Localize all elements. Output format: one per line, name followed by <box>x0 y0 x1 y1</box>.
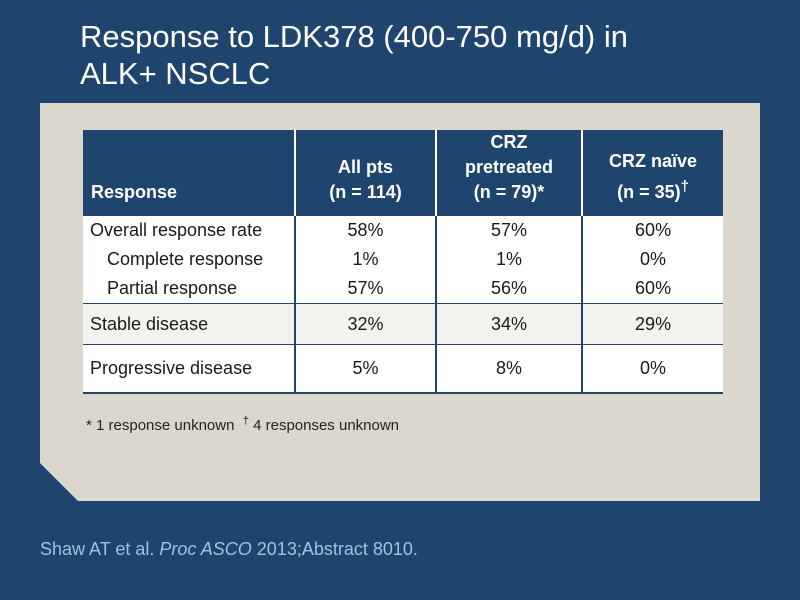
cell-pr-all: 57% <box>347 278 384 298</box>
label-partial-response: Partial response <box>107 278 238 298</box>
header-all-pts: All pts (n = 114) <box>295 130 436 216</box>
label-complete-response: Complete response <box>107 249 264 269</box>
cell-pr-pre: 56% <box>490 278 528 298</box>
row-labels: Overall response rate Complete response … <box>83 216 295 304</box>
cell-pd-naive: 0% <box>582 345 723 393</box>
response-table: Response All pts (n = 114) CRZ pretreate… <box>83 130 723 394</box>
table-row-stable-disease: Stable disease 32% 34% 29% <box>83 304 723 345</box>
cell-sd-pre: 34% <box>436 304 582 345</box>
content-panel: Response All pts (n = 114) CRZ pretreate… <box>40 103 760 501</box>
title-line-2: ALK+ NSCLC <box>80 56 271 91</box>
cell-sd-naive: 29% <box>582 304 723 345</box>
label-progressive-disease: Progressive disease <box>83 345 295 393</box>
footnote-text-2: 4 responses unknown <box>253 417 400 434</box>
cell-pd-all: 5% <box>295 345 436 393</box>
footnote-text-1: 1 response unknown <box>96 417 235 434</box>
cells-all-pts: 58% 1% 57% <box>295 216 436 304</box>
cell-orr-all: 58% <box>347 220 384 240</box>
cells-crz-naive: 60% 0% 60% <box>582 216 723 304</box>
header-response: Response <box>83 130 295 216</box>
footnotes: * 1 response unknown † 4 responses unkno… <box>86 415 399 434</box>
header-crz-pretreated: CRZ pretreated (n = 79)* <box>436 130 582 216</box>
citation-authors: Shaw AT et al. <box>40 539 155 559</box>
citation-journal: Proc ASCO <box>159 539 252 559</box>
cell-cr-naive: 0% <box>640 249 667 269</box>
table-header-row: Response All pts (n = 114) CRZ pretreate… <box>83 130 723 216</box>
cell-sd-all: 32% <box>295 304 436 345</box>
cell-cr-pre: 1% <box>495 249 522 269</box>
footnote-mark-2: † <box>242 415 249 427</box>
citation-rest: 2013;Abstract 8010. <box>256 539 418 559</box>
cells-crz-pretreated: 57% 1% 56% <box>436 216 582 304</box>
label-overall-response-rate: Overall response rate <box>90 220 263 240</box>
table-row-response-group: Overall response rate Complete response … <box>83 216 723 304</box>
cell-orr-naive: 60% <box>635 220 672 240</box>
table-row-progressive-disease: Progressive disease 5% 8% 0% <box>83 345 723 393</box>
cell-pr-naive: 60% <box>635 278 672 298</box>
header-crz-naive: CRZ naïve (n = 35)† <box>582 130 723 216</box>
cell-cr-all: 1% <box>352 249 379 269</box>
label-stable-disease: Stable disease <box>83 304 295 345</box>
citation: Shaw AT et al. Proc ASCO 2013;Abstract 8… <box>40 539 418 560</box>
footnote-mark-1: * <box>86 417 92 434</box>
title-line-1: Response to LDK378 (400-750 mg/d) in <box>80 19 628 54</box>
cell-orr-pre: 57% <box>490 220 528 240</box>
cell-pd-pre: 8% <box>436 345 582 393</box>
slide-title: Response to LDK378 (400-750 mg/d) in ALK… <box>80 18 760 92</box>
